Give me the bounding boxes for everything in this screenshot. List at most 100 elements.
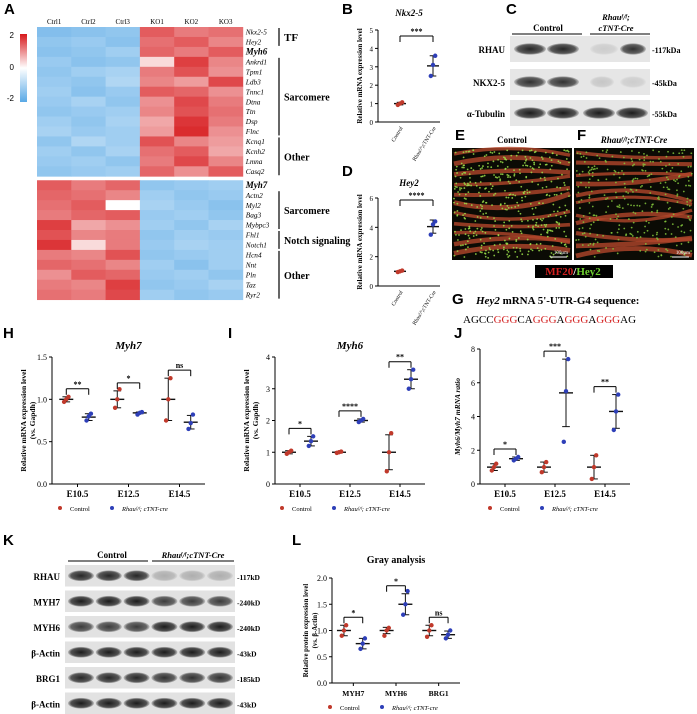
nucleus-dot (507, 180, 510, 183)
heatmap-cell (174, 156, 209, 167)
nucleus-dot (508, 227, 511, 230)
nucleus-dot (467, 191, 470, 194)
nucleus-dot (455, 168, 458, 171)
nucleus-dot (583, 232, 586, 234)
heatmap-cell (208, 269, 244, 281)
nucleus-dot (623, 227, 626, 230)
heatmap-cell (37, 279, 72, 291)
blot-size-label: -240kD (237, 598, 261, 607)
nucleus-dot (648, 178, 651, 181)
nucleus-dot (659, 182, 662, 185)
heatmap-cell (139, 126, 175, 137)
heatmap-cell (139, 259, 175, 271)
myocardium-strand (453, 235, 571, 247)
nucleus-dot (506, 166, 509, 168)
data-point (613, 409, 619, 414)
group-label: Sarcomere (284, 93, 330, 104)
nucleus-dot (578, 227, 581, 230)
heatmap-cell (105, 190, 141, 201)
nucleus-dot (597, 219, 599, 221)
heatmap-cell (208, 230, 244, 241)
nucleus-dot (463, 182, 466, 184)
y-tick-label: 6 (370, 195, 374, 203)
nucleus-dot (588, 169, 591, 172)
nucleus-dot (453, 254, 456, 257)
nucleus-dot (551, 245, 554, 247)
heatmap-cell (208, 46, 244, 58)
nucleus-dot (593, 168, 596, 170)
nucleus-dot (617, 205, 620, 208)
blot-strip (65, 616, 235, 638)
data-point (516, 454, 521, 460)
nucleus-dot (652, 149, 655, 152)
nucleus-dot (624, 186, 627, 189)
legend-marker (328, 705, 332, 709)
data-point (190, 412, 196, 417)
heatmap-cell (105, 220, 141, 231)
nucleus-dot (583, 160, 586, 163)
blot-row-label: β-Actin (31, 699, 60, 709)
nucleus-dot (479, 168, 482, 170)
data-point (445, 632, 451, 637)
myocardium-strand (575, 188, 693, 204)
nucleus-dot (506, 249, 509, 252)
nucleus-dot (529, 202, 532, 205)
nucleus-dot (453, 201, 455, 204)
heatmap-cell (208, 146, 244, 157)
nucleus-dot (557, 177, 559, 180)
nucleus-dot (605, 178, 608, 181)
nucleus-dot (515, 238, 518, 241)
scale-bar-label: 100μm (676, 251, 690, 256)
gene-label: Myl2 (245, 201, 261, 210)
myocardium-strand (453, 168, 571, 177)
nucleus-dot (454, 230, 456, 233)
y-tick-label: 4 (266, 353, 270, 362)
nucleus-dot (529, 243, 532, 246)
nucleus-dot (678, 152, 681, 155)
nucleus-dot (487, 162, 489, 165)
g-run: GGG (494, 314, 518, 326)
nucleus-dot (469, 181, 472, 183)
nucleus-dot (635, 189, 638, 192)
nucleus-dot (527, 225, 530, 228)
heatmap-cell (208, 210, 244, 221)
panel-letter-l: L (292, 532, 301, 549)
heatmap-cell (105, 180, 141, 191)
nucleus-dot (529, 165, 532, 168)
data-point (360, 641, 365, 646)
blot-size-label: -117kDa (652, 46, 680, 55)
heatmap-cell (174, 136, 209, 147)
nucleus-dot (474, 181, 477, 184)
nucleus-dot (538, 202, 541, 205)
nucleus-dot (565, 149, 567, 152)
nucleus-dot (595, 214, 598, 217)
nucleus-dot (520, 185, 523, 188)
nucleus-dot (463, 256, 466, 258)
nucleus-dot (559, 161, 562, 164)
nucleus-dot (590, 223, 593, 226)
nucleus-dot (644, 250, 647, 253)
nucleus-dot (581, 227, 584, 229)
gene-label: Ryr2 (245, 290, 260, 299)
nucleus-dot (633, 163, 635, 166)
nucleus-dot (614, 170, 617, 173)
nucleus-dot (504, 208, 507, 211)
nucleus-dot (686, 197, 689, 200)
y-tick-label: 1.5 (317, 600, 327, 609)
heatmap-cell (208, 86, 244, 98)
nucleus-dot (588, 194, 591, 197)
heatmap-cell (208, 136, 244, 147)
nucleus-dot (643, 163, 646, 166)
heatmap-cell (71, 210, 106, 221)
data-point (427, 628, 432, 633)
nucleus-dot (511, 197, 514, 199)
nucleus-dot (524, 195, 527, 198)
legend-marker (380, 705, 384, 709)
nucleus-dot (606, 149, 609, 152)
data-point (563, 388, 569, 394)
legend-marker (280, 506, 284, 510)
g-run: GGG (533, 314, 557, 326)
heatmap-cell (71, 220, 106, 231)
nucleus-dot (504, 239, 506, 242)
nucleus-dot (650, 210, 653, 213)
